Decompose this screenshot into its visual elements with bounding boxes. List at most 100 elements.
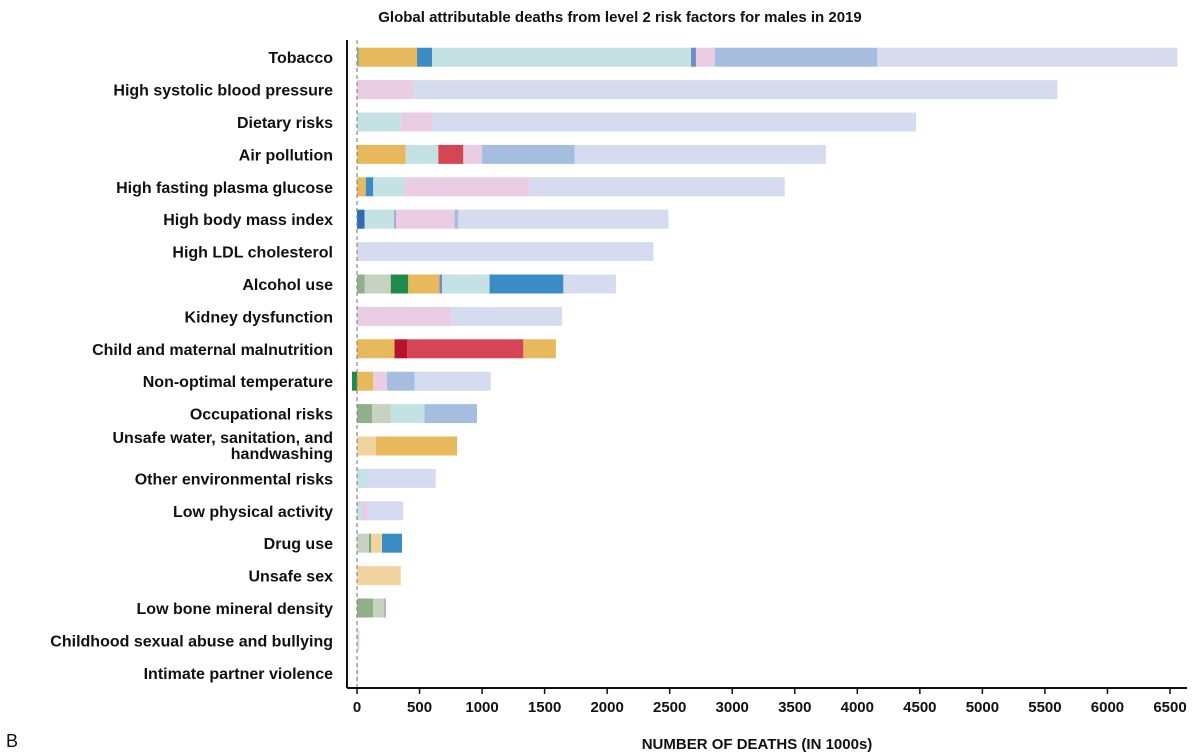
bar-segment <box>357 339 395 359</box>
bar-segment <box>438 144 464 164</box>
bar-segment <box>414 371 491 391</box>
bar-segment <box>695 47 715 67</box>
bars-layer <box>351 47 1178 683</box>
bar-segment <box>357 533 370 553</box>
bar-segment <box>390 274 409 294</box>
bar-segment <box>394 209 396 229</box>
bar-segment <box>382 533 403 553</box>
bar-segment <box>351 371 357 391</box>
category-label: High fasting plasma glucose <box>116 180 333 197</box>
bar-segment <box>358 47 418 67</box>
bar-segment <box>373 598 385 618</box>
category-label: Drug use <box>264 536 333 553</box>
bar-segment <box>439 274 443 294</box>
bar-segment <box>574 144 827 164</box>
bar-segment <box>442 274 490 294</box>
bar-segment <box>387 371 415 391</box>
category-label: Occupational risks <box>190 407 333 424</box>
bar-segment <box>463 144 483 164</box>
bar-segment <box>529 177 785 197</box>
bar-segment <box>450 306 563 326</box>
bar-segment <box>362 501 368 521</box>
bar-segment <box>357 630 360 650</box>
bar-segment <box>372 404 391 424</box>
bar-segment <box>357 371 374 391</box>
category-label: Unsafe water, sanitation, and handwashing <box>113 430 334 463</box>
category-label: Childhood sexual abuse and bullying <box>50 633 333 650</box>
category-label: Other environmental risks <box>135 471 333 488</box>
bar-segment <box>357 566 401 586</box>
bar-segment <box>432 112 917 132</box>
bar-segment <box>357 274 365 294</box>
bar-segment <box>489 274 564 294</box>
panel-label: B <box>6 731 18 751</box>
bar-segment <box>369 533 371 553</box>
bar-segment <box>482 144 575 164</box>
bar-segment <box>364 209 395 229</box>
bar-segment <box>367 501 404 521</box>
bar-segment <box>357 47 359 67</box>
category-label: Non-optimal temperature <box>143 374 333 391</box>
bar-segment <box>408 274 440 294</box>
bar-segment <box>357 501 363 521</box>
category-labels: Tobacco High systolic blood pressure Dieta… <box>50 50 333 683</box>
bar-segment <box>877 47 1178 67</box>
bar-segment <box>373 177 405 197</box>
bar-segment <box>357 306 451 326</box>
x-axis-label: NUMBER OF DEATHS (IN 1000s) <box>642 736 873 753</box>
category-label: Intimate partner violence <box>144 666 333 683</box>
bar-segment <box>714 47 878 67</box>
bar-segment <box>357 242 654 262</box>
category-label: Tobacco <box>268 50 333 67</box>
category-label: Child and maternal malnutrition <box>92 342 333 359</box>
bar-segment <box>357 144 406 164</box>
bar-segment <box>394 339 408 359</box>
category-label: Air pollution <box>239 147 333 164</box>
x-axis-ticks: 0 500 1000 1500 2000 2500 3000 3500 4000 4500 5000… <box>353 688 1187 716</box>
bar-segment <box>404 177 530 197</box>
x-tick-label: 2000 <box>590 699 623 716</box>
x-tick-label: 4000 <box>841 699 874 716</box>
bar-segment <box>357 112 401 132</box>
bar-segment <box>357 177 366 197</box>
category-label-line: Unsafe water, sanitation, and <box>113 430 334 447</box>
bar-segment <box>357 598 374 618</box>
bar-segment <box>432 47 691 67</box>
bar-segment <box>417 47 433 67</box>
category-label: High LDL cholesterol <box>172 245 333 262</box>
x-tick-label: 4500 <box>903 699 936 716</box>
x-tick-label: 0 <box>353 699 361 716</box>
chart-title: Global attributable deaths from level 2 … <box>378 9 862 26</box>
bar-segment <box>367 468 436 488</box>
x-tick-label: 3500 <box>778 699 811 716</box>
bar-segment <box>413 80 1058 100</box>
x-tick-label: 3000 <box>716 699 749 716</box>
bar-segment <box>390 404 425 424</box>
x-tick-label: 5000 <box>966 699 999 716</box>
x-tick-label: 6000 <box>1091 699 1124 716</box>
bar-segment <box>373 371 388 391</box>
x-tick-label: 5500 <box>1028 699 1061 716</box>
category-label: Kidney dysfunction <box>185 309 333 326</box>
bar-segment <box>357 209 365 229</box>
bar-segment <box>458 209 669 229</box>
category-label: High body mass index <box>163 212 333 229</box>
bar-segment <box>375 436 458 456</box>
category-label: Low physical activity <box>173 504 333 521</box>
bar-segment <box>370 533 383 553</box>
bar-segment <box>563 274 616 294</box>
x-tick-label: 6500 <box>1153 699 1186 716</box>
bar-segment <box>357 80 414 100</box>
x-tick-label: 500 <box>407 699 432 716</box>
category-label: Alcohol use <box>242 277 333 294</box>
bar-segment <box>690 47 696 67</box>
bar-segment <box>357 404 373 424</box>
bar-segment <box>357 468 368 488</box>
category-label: High systolic blood pressure <box>113 83 333 100</box>
bar-segment <box>357 436 376 456</box>
bar-segment <box>400 112 433 132</box>
x-tick-label: 1000 <box>465 699 498 716</box>
bar-segment <box>405 144 439 164</box>
x-tick-label: 2500 <box>653 699 686 716</box>
